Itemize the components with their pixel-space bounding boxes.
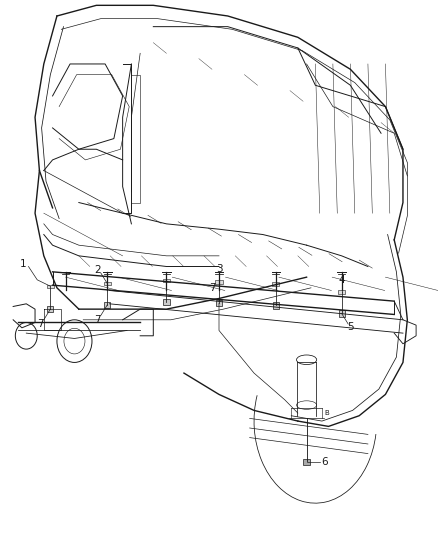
FancyBboxPatch shape bbox=[272, 282, 279, 286]
FancyBboxPatch shape bbox=[104, 302, 110, 308]
Text: 7: 7 bbox=[37, 319, 44, 329]
FancyBboxPatch shape bbox=[303, 459, 310, 465]
FancyBboxPatch shape bbox=[163, 279, 170, 282]
FancyBboxPatch shape bbox=[47, 285, 54, 288]
FancyBboxPatch shape bbox=[104, 282, 111, 285]
Text: 1: 1 bbox=[19, 259, 26, 269]
Text: 2: 2 bbox=[94, 265, 101, 274]
FancyBboxPatch shape bbox=[273, 302, 279, 309]
FancyBboxPatch shape bbox=[215, 280, 223, 284]
FancyBboxPatch shape bbox=[339, 310, 345, 317]
Text: 5: 5 bbox=[347, 322, 354, 332]
Text: 6: 6 bbox=[321, 457, 328, 467]
FancyBboxPatch shape bbox=[163, 299, 170, 305]
Text: B: B bbox=[324, 410, 329, 416]
Text: 4: 4 bbox=[338, 275, 345, 285]
Text: 3: 3 bbox=[215, 264, 223, 274]
FancyBboxPatch shape bbox=[338, 290, 345, 294]
FancyBboxPatch shape bbox=[216, 300, 222, 306]
Text: 7: 7 bbox=[94, 315, 101, 325]
FancyBboxPatch shape bbox=[47, 306, 53, 312]
Text: 7: 7 bbox=[209, 283, 216, 293]
